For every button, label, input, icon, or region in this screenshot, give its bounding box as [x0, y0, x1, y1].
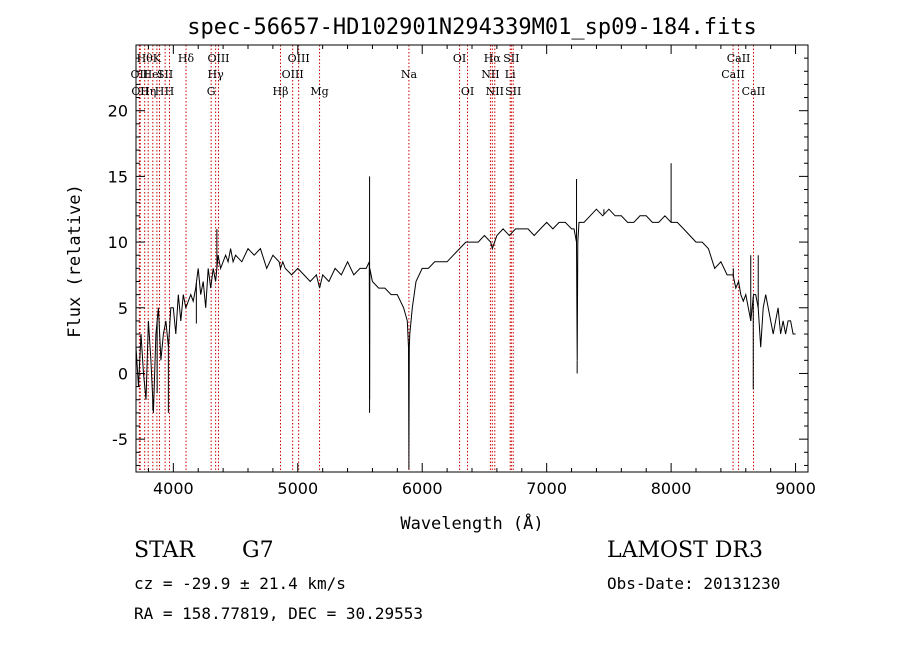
line-marker-label: Na [401, 68, 418, 81]
y-tick-label: 15 [108, 167, 128, 186]
line-marker-label: SII [505, 85, 521, 98]
line-marker-label: Hβ [273, 85, 289, 98]
line-marker-label: OIII [207, 52, 229, 65]
coordinates-line: RA = 158.77819, DEC = 30.29553 [134, 604, 423, 623]
line-marker-label: Hδ [178, 52, 195, 65]
y-axis-ticks: -5 0 5 10 15 20 [108, 57, 808, 466]
line-marker-label: OII [131, 68, 149, 81]
emission-line-labels: OIIOIIHθHηHeIKHSIIHHδGHγOIIIHβOIIIOIIIMg… [131, 52, 766, 98]
line-marker-label: Hγ [208, 68, 225, 81]
y-tick-label: 20 [108, 102, 128, 121]
line-marker-label: Hα [484, 52, 502, 65]
line-marker-label: NII [481, 68, 499, 81]
y-tick-label: 0 [118, 364, 128, 383]
x-axis-label: Wavelength (Å) [400, 512, 543, 534]
line-marker-label: H [165, 85, 175, 98]
line-marker-label: OI [461, 85, 474, 98]
line-marker-label: H [155, 85, 165, 98]
line-marker-label: Mg [310, 85, 328, 98]
line-marker-label: OIII [288, 52, 310, 65]
line-marker-label: Hη [140, 85, 156, 98]
line-marker-label: OI [453, 52, 466, 65]
chart-title: spec-56657-HD102901N294339M01_sp09-184.f… [187, 15, 757, 40]
line-marker-label: SII [503, 52, 519, 65]
x-tick-label: 6000 [402, 479, 443, 498]
x-tick-label: 9000 [775, 479, 816, 498]
y-axis-label: Flux (relative) [65, 184, 85, 338]
y-tick-label: -5 [112, 430, 128, 449]
x-axis-ticks: 4000 5000 6000 7000 8000 9000 [147, 45, 816, 498]
spectrum-spikes [152, 163, 759, 470]
line-marker-label: OIII [282, 68, 304, 81]
emission-line-markers [138, 45, 754, 472]
x-tick-label: 5000 [277, 479, 318, 498]
line-marker-label: CaII [727, 52, 751, 65]
line-marker-label: CaII [721, 68, 745, 81]
line-marker-label: SII [157, 68, 173, 81]
y-tick-label: 5 [118, 299, 128, 318]
x-tick-label: 8000 [651, 479, 692, 498]
spectrum-line [135, 208, 796, 459]
line-marker-label: CaII [742, 85, 766, 98]
plot-frame [135, 44, 809, 473]
line-marker-label: HeI [143, 68, 163, 81]
line-marker-label: Li [505, 68, 516, 81]
object-subclass: G7 [242, 538, 274, 563]
y-tick-label: 10 [108, 233, 128, 252]
x-tick-label: 7000 [526, 479, 567, 498]
survey-name: LAMOST DR3 [607, 538, 763, 563]
redshift-line: cz = -29.9 ± 21.4 km/s [134, 574, 346, 593]
x-tick-label: 4000 [153, 479, 194, 498]
obs-date: Obs-Date: 20131230 [607, 574, 781, 593]
line-marker-label: NII [486, 85, 504, 98]
line-marker-label: K [153, 52, 162, 65]
line-marker-label: G [207, 85, 216, 98]
line-marker-label: Hθ [137, 52, 154, 65]
object-class: STAR [134, 538, 195, 563]
